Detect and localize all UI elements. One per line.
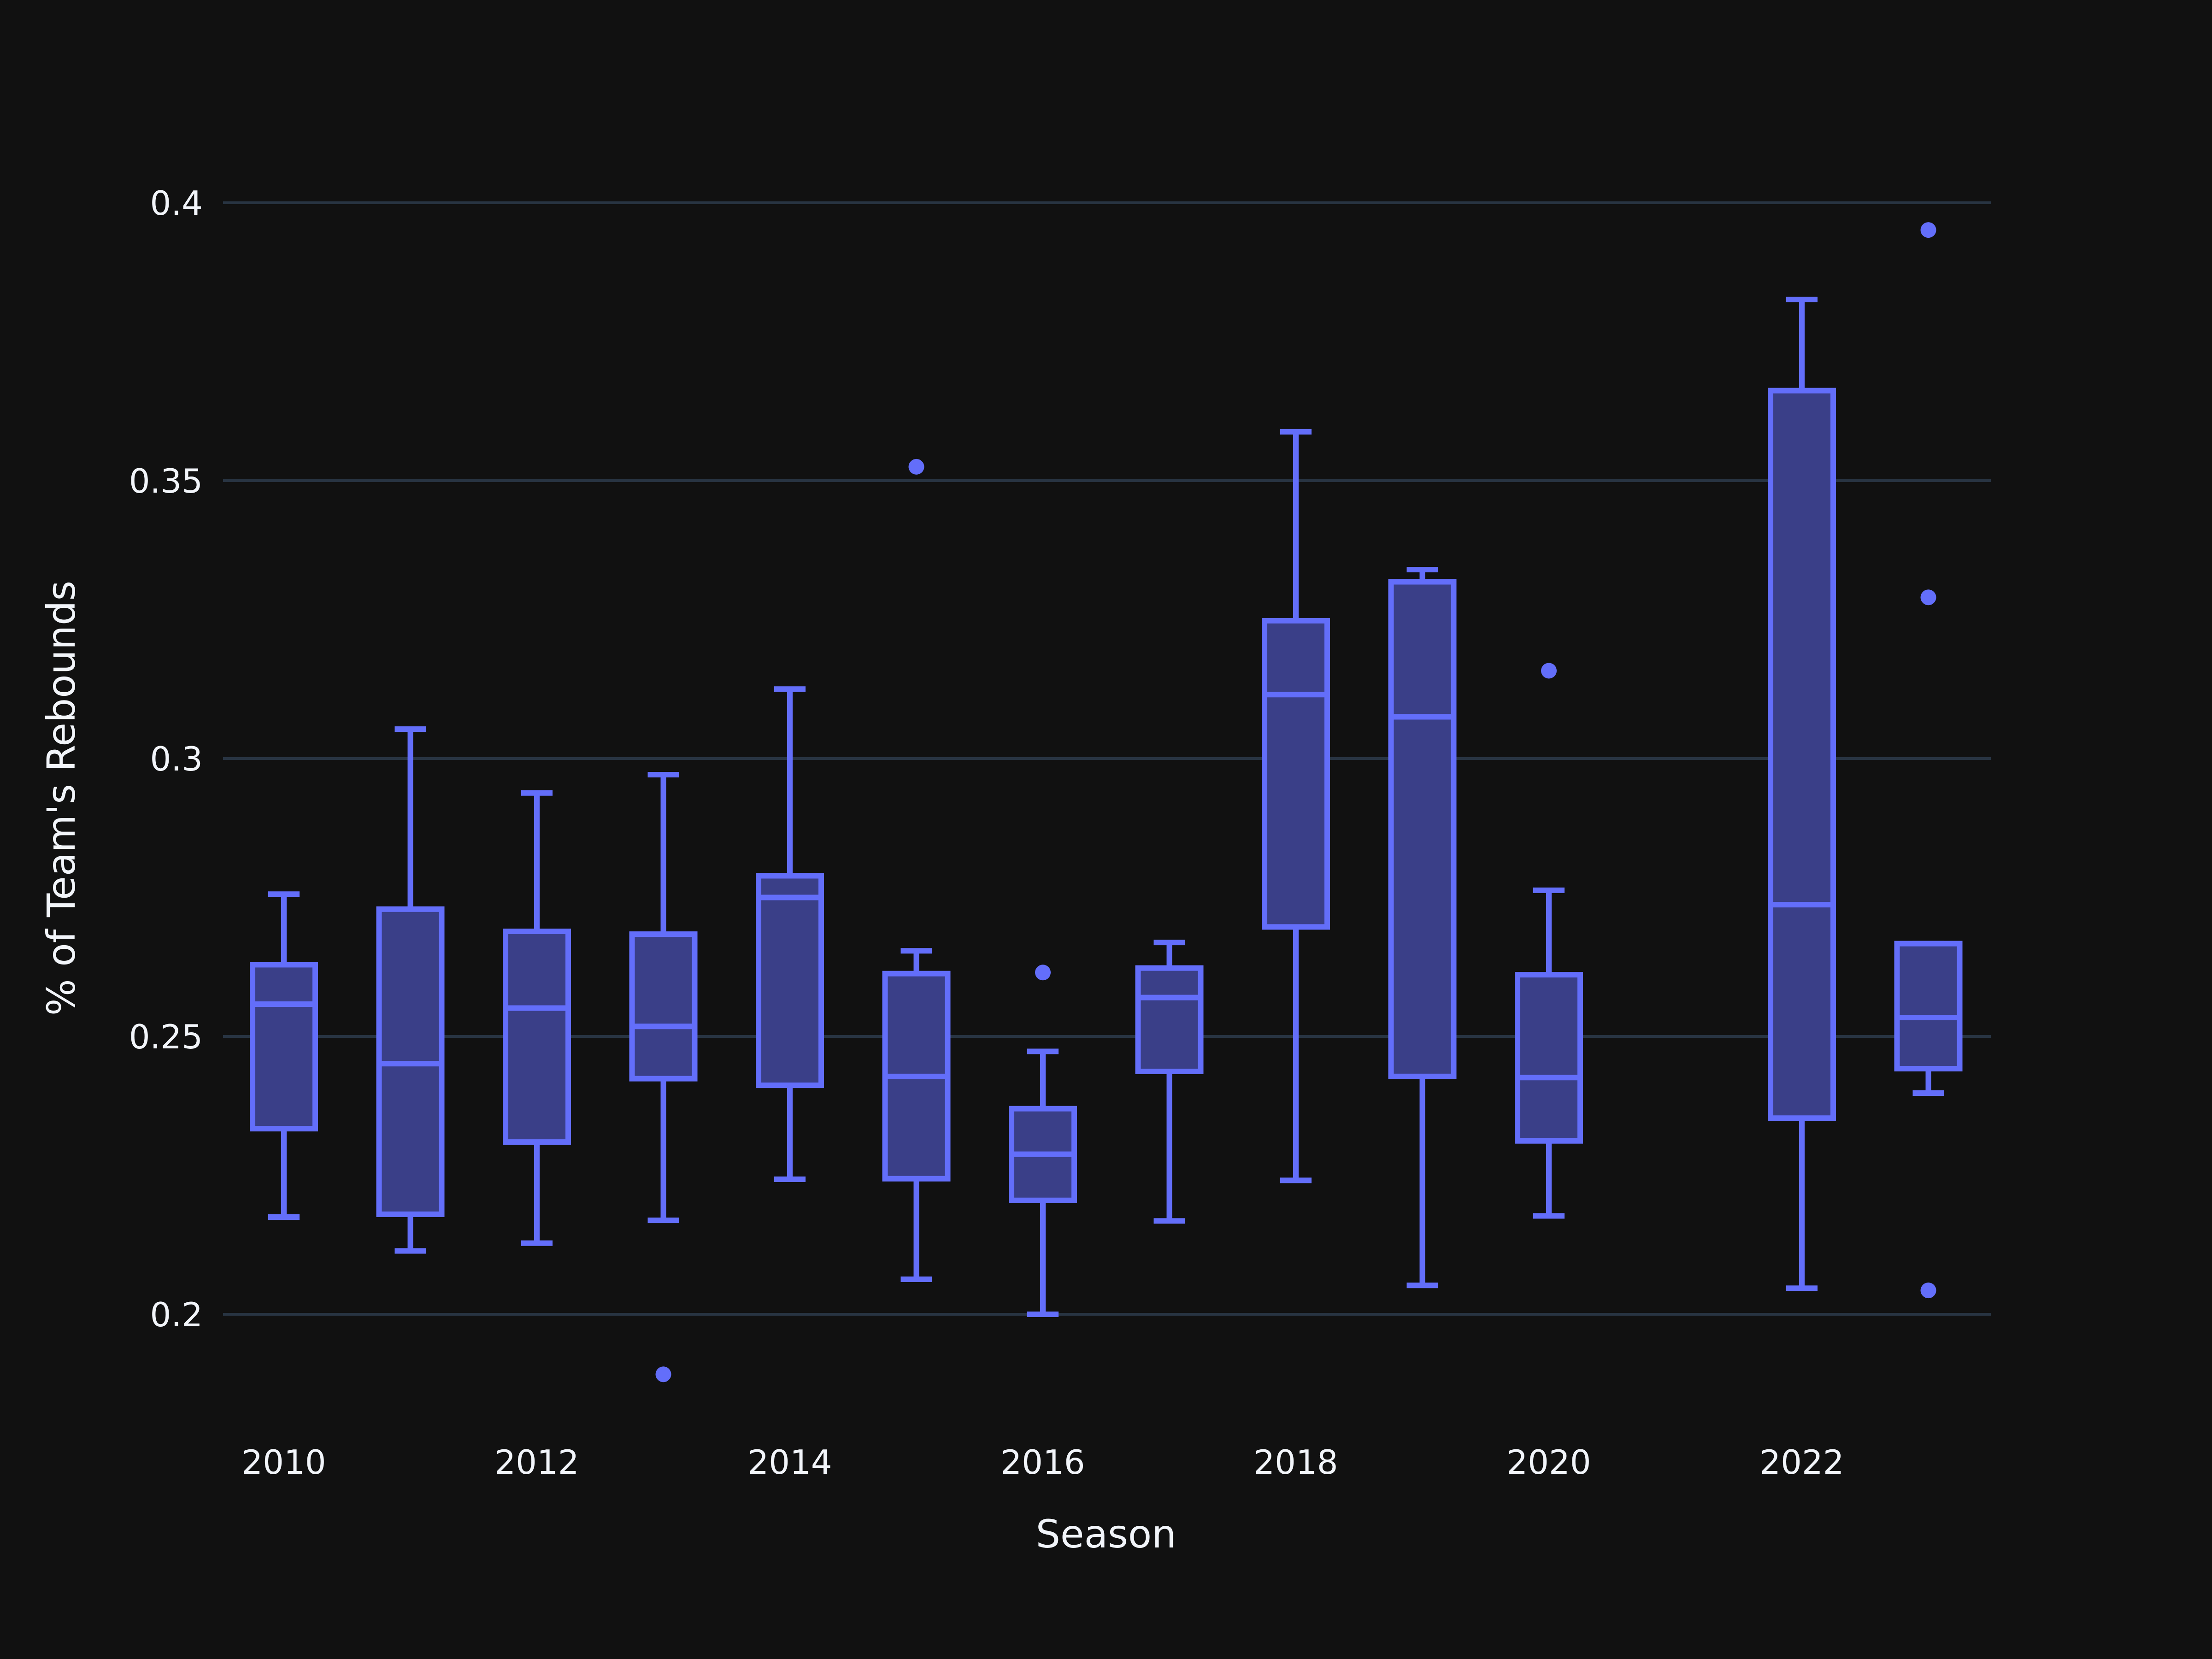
box-iqr [1388, 579, 1457, 1079]
y-axis-ticks: 0.2 0.25 0.3 0.35 0.4 [129, 184, 203, 1334]
box-iqr [1894, 941, 1963, 1071]
box-2014 [756, 686, 824, 1182]
outlier-point [1035, 965, 1051, 981]
x-axis-ticks: 2010 2012 2014 2016 2018 2020 2022 [241, 1443, 1844, 1482]
y-tick-label: 0.4 [150, 184, 203, 223]
x-tick-label: 2012 [494, 1443, 579, 1482]
outlier-point [908, 459, 924, 475]
outlier-point [1920, 222, 1936, 238]
box-iqr [1768, 388, 1836, 1121]
y-tick-label: 0.3 [150, 740, 203, 778]
box-iqr [756, 873, 824, 1088]
box-iqr [1262, 618, 1330, 930]
x-tick-label: 2020 [1506, 1443, 1591, 1482]
x-tick-label: 2010 [241, 1443, 326, 1482]
box-2019 [1388, 566, 1457, 1288]
box-2013 [629, 771, 698, 1382]
outlier-point [1541, 663, 1557, 679]
box-2022 [1768, 296, 1836, 1291]
box-2016 [1009, 965, 1077, 1317]
x-tick-label: 2014 [747, 1443, 832, 1482]
y-axis-title: % of Team's Rebounds [39, 581, 84, 1016]
box-2011 [376, 726, 445, 1254]
box-iqr [629, 931, 698, 1082]
x-tick-label: 2018 [1253, 1443, 1338, 1482]
outlier-point [1920, 589, 1936, 606]
box-iqr [250, 962, 318, 1132]
box-2020 [1515, 663, 1583, 1219]
box-2023 [1894, 222, 1963, 1299]
box-2012 [503, 790, 571, 1246]
box-2018 [1262, 429, 1330, 1183]
x-tick-label: 2016 [1000, 1443, 1085, 1482]
box-iqr [1515, 972, 1583, 1144]
x-tick-label: 2022 [1759, 1443, 1844, 1482]
box-iqr [503, 929, 571, 1145]
y-tick-label: 0.25 [129, 1018, 203, 1056]
y-tick-label: 0.35 [129, 462, 203, 500]
x-axis-title: Season [1036, 1512, 1177, 1557]
outlier-point [1920, 1282, 1936, 1299]
box-iqr [1135, 965, 1204, 1074]
box-2015 [882, 459, 951, 1282]
box-2010 [250, 891, 318, 1220]
outlier-point [655, 1366, 671, 1382]
y-tick-label: 0.2 [150, 1295, 203, 1334]
box-2017 [1135, 940, 1204, 1224]
boxes [250, 222, 1963, 1382]
